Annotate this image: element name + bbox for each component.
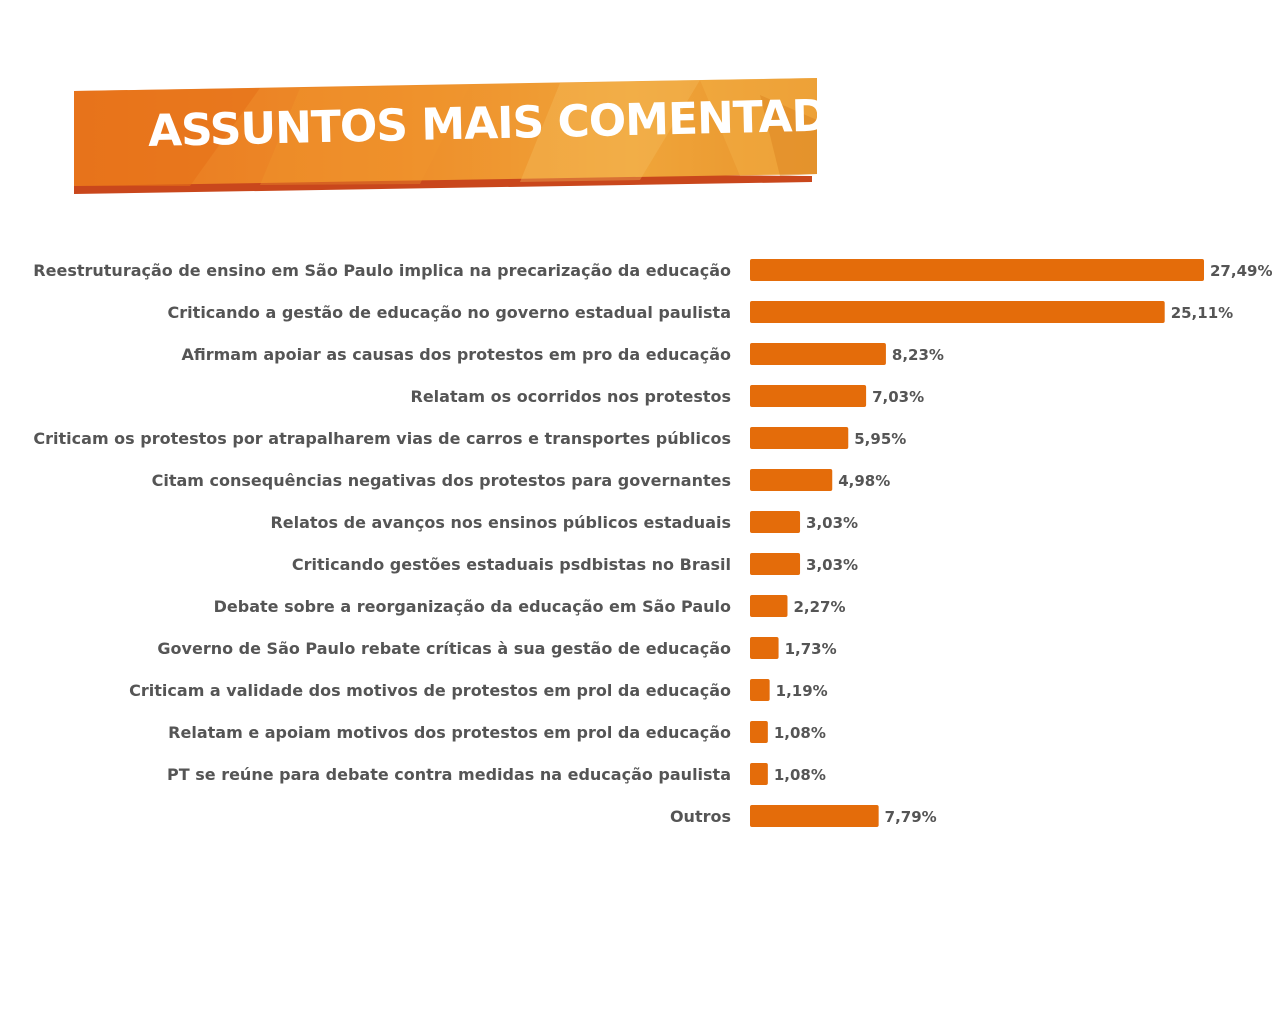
value-label: 7,03% — [872, 388, 924, 406]
bar — [750, 595, 788, 617]
value-label: 1,08% — [774, 724, 826, 742]
bar — [750, 301, 1165, 323]
value-label: 27,49% — [1210, 262, 1272, 280]
category-label: Debate sobre a reorganização da educação… — [214, 597, 731, 616]
value-label: 7,79% — [885, 808, 937, 826]
bar — [750, 385, 867, 407]
category-label: Criticando gestões estaduais psdbistas n… — [292, 555, 731, 574]
value-label: 2,27% — [793, 598, 845, 616]
bar — [750, 343, 886, 365]
value-label: 1,73% — [785, 640, 837, 658]
value-label: 5,95% — [854, 430, 906, 448]
bar — [750, 469, 833, 491]
value-label: 3,03% — [806, 556, 858, 574]
category-label: Governo de São Paulo rebate críticas à s… — [157, 639, 731, 658]
category-label: Relatam e apoiam motivos dos protestos e… — [168, 723, 731, 742]
category-label: Afirmam apoiar as causas dos protestos e… — [181, 345, 731, 364]
value-label: 4,98% — [838, 472, 890, 490]
category-label: Relatos de avanços nos ensinos públicos … — [270, 513, 731, 532]
category-label: Relatam os ocorridos nos protestos — [411, 387, 732, 406]
bar — [750, 805, 879, 827]
bar — [750, 427, 849, 449]
category-label: PT se reúne para debate contra medidas n… — [167, 765, 731, 784]
title-banner — [74, 78, 817, 194]
bar — [750, 637, 779, 659]
bar — [750, 553, 801, 575]
category-label: Citam consequências negativas dos protes… — [152, 471, 731, 490]
value-label: 1,08% — [774, 766, 826, 784]
bar — [750, 259, 1204, 281]
bar — [750, 763, 768, 785]
category-label: Criticando a gestão de educação no gover… — [168, 303, 731, 322]
category-label: Criticam os protestos por atrapalharem v… — [33, 429, 731, 448]
category-label: Reestruturação de ensino em São Paulo im… — [33, 261, 731, 280]
value-label: 25,11% — [1171, 304, 1233, 322]
category-label: Criticam a validade dos motivos de prote… — [129, 681, 731, 700]
value-label: 1,19% — [776, 682, 828, 700]
category-label: Outros — [670, 807, 731, 826]
bar — [750, 511, 801, 533]
bar — [750, 721, 768, 743]
value-label: 3,03% — [806, 514, 858, 532]
value-label: 8,23% — [892, 346, 944, 364]
bar — [750, 679, 770, 701]
